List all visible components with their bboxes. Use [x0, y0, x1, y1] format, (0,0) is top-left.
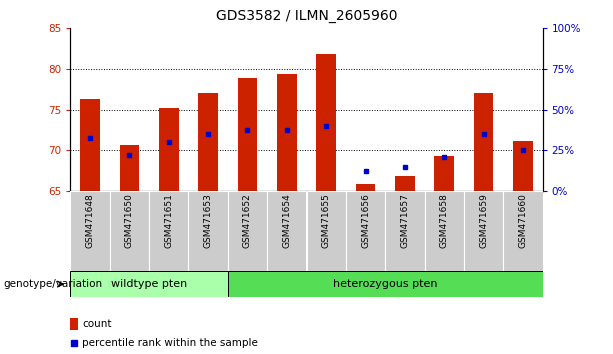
Bar — [503, 191, 543, 271]
Text: GSM471657: GSM471657 — [400, 194, 409, 249]
Bar — [267, 191, 306, 271]
Text: GSM471652: GSM471652 — [243, 194, 252, 248]
Text: percentile rank within the sample: percentile rank within the sample — [82, 338, 258, 348]
Bar — [159, 108, 178, 191]
Bar — [435, 156, 454, 191]
Text: GDS3582 / ILMN_2605960: GDS3582 / ILMN_2605960 — [216, 9, 397, 23]
Text: GSM471660: GSM471660 — [519, 194, 527, 249]
Bar — [238, 78, 257, 191]
Bar — [149, 191, 189, 271]
Bar — [80, 99, 100, 191]
Bar — [228, 271, 543, 297]
Bar — [189, 191, 228, 271]
Text: GSM471659: GSM471659 — [479, 194, 488, 249]
Text: GSM471654: GSM471654 — [283, 194, 291, 248]
Bar — [424, 191, 464, 271]
Bar — [228, 191, 267, 271]
Bar — [316, 55, 336, 191]
Text: GSM471650: GSM471650 — [125, 194, 134, 249]
Text: GSM471656: GSM471656 — [361, 194, 370, 249]
Bar — [70, 191, 110, 271]
Text: GSM471658: GSM471658 — [440, 194, 449, 249]
Text: count: count — [82, 319, 112, 329]
Bar — [356, 184, 375, 191]
Bar — [346, 191, 385, 271]
Bar — [110, 191, 149, 271]
Text: GSM471651: GSM471651 — [164, 194, 173, 249]
Text: heterozygous pten: heterozygous pten — [333, 279, 438, 289]
Bar — [277, 74, 297, 191]
Bar — [474, 93, 493, 191]
Bar — [70, 318, 78, 330]
Bar — [120, 145, 139, 191]
Bar — [199, 93, 218, 191]
Text: genotype/variation: genotype/variation — [3, 279, 102, 289]
Bar — [385, 191, 424, 271]
Bar — [513, 142, 533, 191]
Text: GSM471653: GSM471653 — [204, 194, 213, 249]
Bar — [70, 271, 228, 297]
Bar — [395, 176, 414, 191]
Bar — [464, 191, 503, 271]
Bar — [306, 191, 346, 271]
Text: GSM471655: GSM471655 — [322, 194, 330, 249]
Text: GSM471648: GSM471648 — [86, 194, 94, 248]
Text: wildtype pten: wildtype pten — [111, 279, 188, 289]
